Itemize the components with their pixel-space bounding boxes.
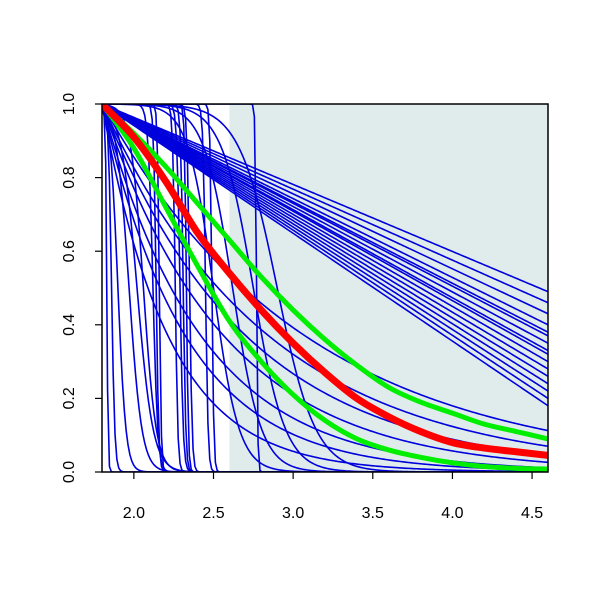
sample-curve (102, 104, 548, 472)
sample-curve (102, 104, 548, 464)
y-tick-label: 1.0 (61, 93, 78, 115)
band-curves (102, 104, 548, 472)
x-tick-label: 2.0 (123, 505, 145, 522)
sample-curve (102, 104, 548, 472)
y-tick-label: 0.6 (61, 240, 78, 262)
lower-band-curve (102, 104, 548, 472)
y-axis: 0.0 0.2 0.4 0.6 0.8 1.0 (61, 93, 102, 483)
x-tick-label: 3.0 (282, 505, 304, 522)
y-tick-label: 0.2 (61, 387, 78, 409)
x-tick-label: 3.5 (362, 505, 384, 522)
x-axis: 2.0 2.5 3.0 3.5 4.0 4.5 (123, 472, 543, 522)
y-tick-label: 0.0 (61, 461, 78, 483)
upper-band-curve (102, 104, 548, 442)
x-tick-label: 2.5 (202, 505, 224, 522)
central-curve-group (102, 104, 548, 459)
central-curve (102, 104, 548, 459)
x-tick-label: 4.5 (521, 505, 543, 522)
sample-curve (102, 104, 548, 432)
plot-frame (101, 103, 549, 473)
x-tick-label: 4.0 (441, 505, 463, 522)
y-tick-label: 0.4 (61, 314, 78, 336)
y-tick-label: 0.8 (61, 166, 78, 188)
sample-curve (102, 104, 548, 472)
sample-curve (102, 104, 548, 472)
